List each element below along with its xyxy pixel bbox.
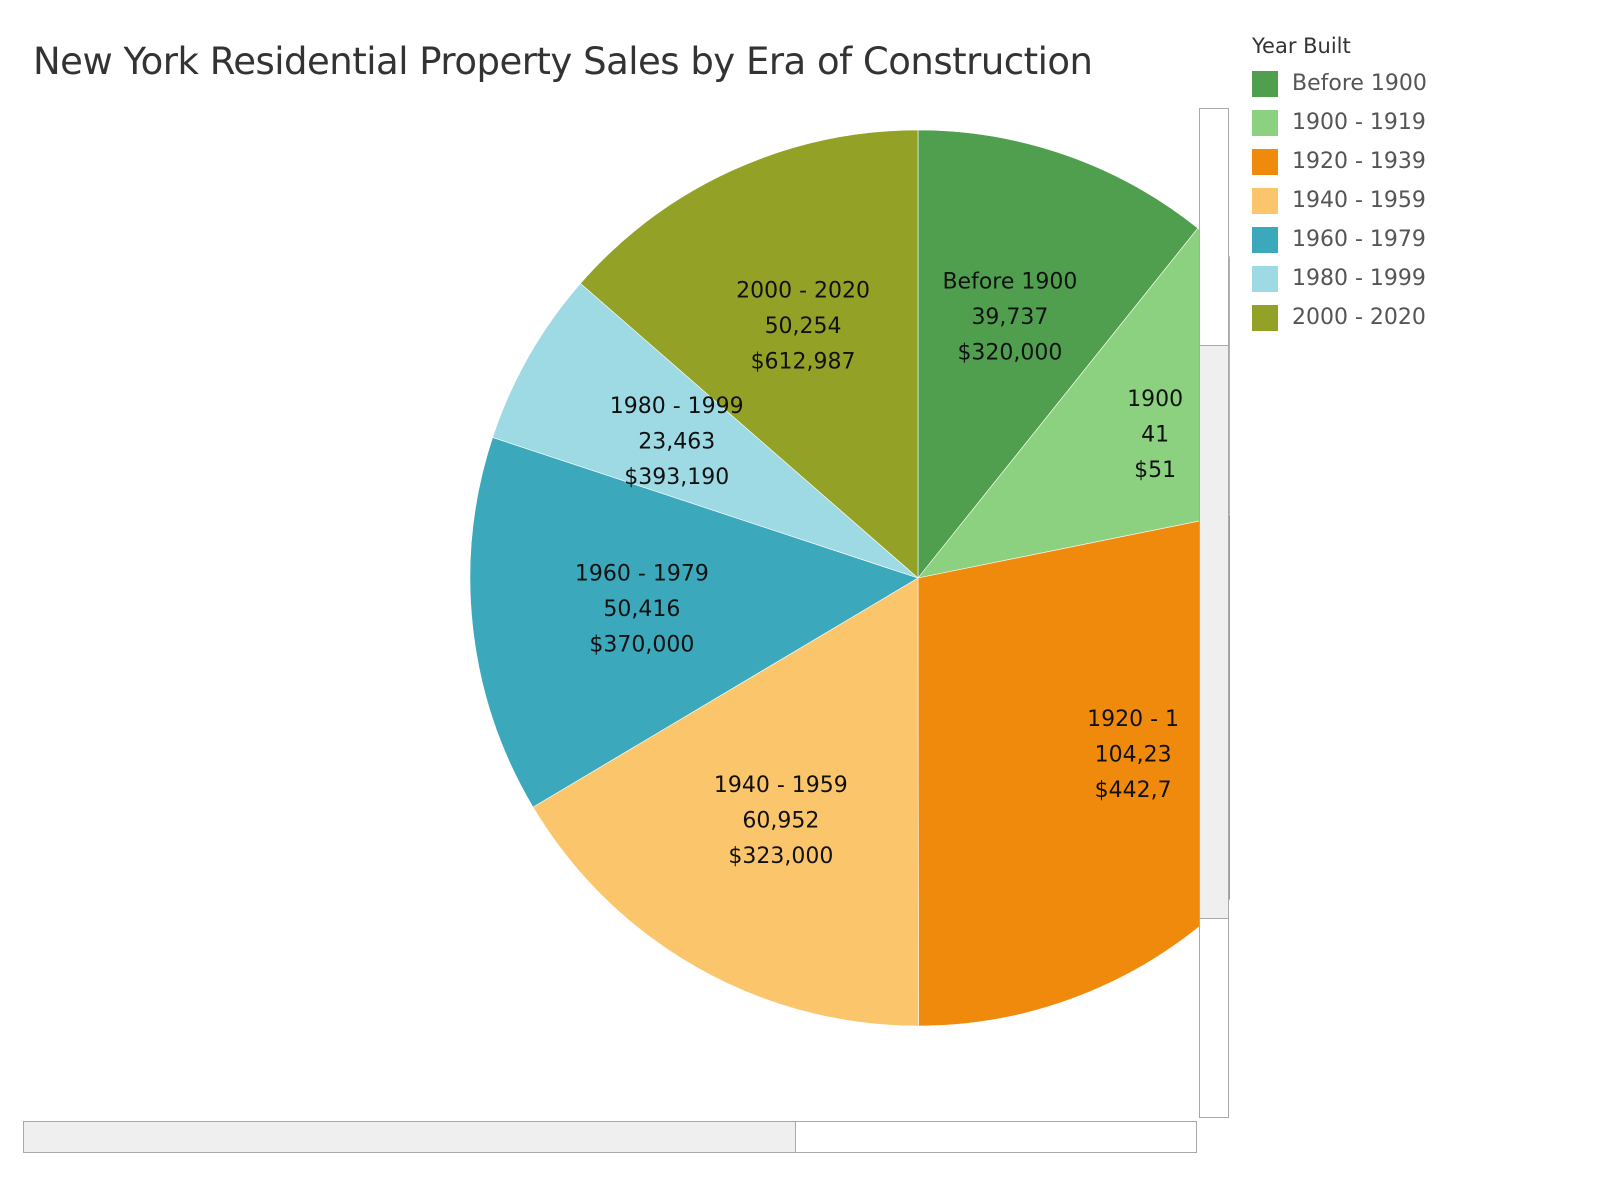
slice-label-count: 60,952 [742, 809, 819, 834]
slice-label-1980-1999: 1980 - 1999 23,463 $393,190 [610, 394, 744, 490]
legend-label: 1920 - 1939 [1292, 149, 1426, 174]
legend-item-2000-2020[interactable]: 2000 - 2020 [1252, 298, 1427, 337]
horizontal-scrollbar[interactable] [23, 1121, 1197, 1153]
slice-label-1940-1959: 1940 - 1959 60,952 $323,000 [714, 773, 848, 869]
legend-item-1920-1939[interactable]: 1920 - 1939 [1252, 142, 1427, 181]
slice-label-name: 1980 - 1999 [610, 394, 744, 419]
pie-slice-before-1900[interactable] [917, 129, 1199, 579]
vertical-scrollbar[interactable] [1199, 108, 1229, 1118]
legend-swatch [1252, 265, 1278, 292]
slice-label-name: 1940 - 1959 [714, 773, 848, 798]
legend-item-before-1900[interactable]: Before 1900 [1252, 64, 1427, 103]
legend-swatch [1252, 109, 1278, 136]
slice-label-1900-1919: 1900 41 $51 [1127, 387, 1183, 483]
legend-items: Before 1900 1900 - 1919 1920 - 1939 1940 - … [1252, 64, 1427, 337]
legend-label: 1960 - 1979 [1292, 227, 1426, 252]
pie-chart: Before 1900 39,737 $320,000 1900 41 $51 1920 -… [469, 129, 1230, 1027]
slice-label-price: $323,000 [728, 844, 833, 869]
slice-label-count: 39,737 [971, 305, 1048, 330]
slice-label-name: 1960 - 1979 [575, 562, 709, 587]
legend-title: Year Built [1252, 34, 1351, 58]
legend-item-1980-1999[interactable]: 1980 - 1999 [1252, 259, 1427, 298]
legend: Year Built Before 1900 1900 - 1919 1920 - … [1252, 34, 1427, 337]
slice-label-price: $393,190 [624, 465, 729, 490]
pie-slice-1960-1979[interactable] [469, 437, 919, 808]
slice-label-count: 23,463 [638, 429, 715, 454]
legend-label: 1900 - 1919 [1292, 110, 1426, 135]
slice-label-price: $370,000 [589, 633, 694, 658]
slice-label-price: $442,7 [1095, 778, 1172, 803]
legend-item-1960-1979[interactable]: 1960 - 1979 [1252, 220, 1427, 259]
legend-item-1900-1919[interactable]: 1900 - 1919 [1252, 103, 1427, 142]
slice-label-price: $612,987 [751, 350, 856, 375]
slice-label-price: $320,000 [957, 340, 1062, 365]
legend-swatch [1252, 304, 1278, 331]
slice-label-count: 41 [1141, 422, 1169, 447]
slice-label-name: Before 1900 [942, 269, 1077, 294]
horizontal-scrollbar-thumb[interactable] [23, 1121, 796, 1153]
slice-label-count: 50,416 [603, 597, 680, 622]
slice-label-1960-1979: 1960 - 1979 50,416 $370,000 [575, 562, 709, 658]
slice-label-count: 50,254 [765, 314, 842, 339]
slice-label-name: 1920 - 1 [1087, 707, 1179, 732]
legend-swatch [1252, 226, 1278, 253]
slice-label-price: $51 [1134, 458, 1176, 483]
legend-label: Before 1900 [1292, 71, 1427, 96]
pie-slice-1920-1939[interactable] [917, 489, 1230, 1027]
legend-swatch [1252, 187, 1278, 214]
legend-swatch [1252, 148, 1278, 175]
slice-label-count: 104,23 [1095, 743, 1172, 768]
slice-label-before-1900: Before 1900 39,737 $320,000 [942, 269, 1077, 365]
legend-label: 1980 - 1999 [1292, 266, 1426, 291]
slice-label-name: 1900 [1127, 387, 1183, 412]
pie-slice-1980-1999[interactable] [492, 283, 919, 579]
legend-label: 2000 - 2020 [1292, 305, 1426, 330]
legend-swatch [1252, 70, 1278, 97]
pie-slice-2000-2020[interactable] [580, 129, 919, 579]
slice-label-2000-2020: 2000 - 2020 50,254 $612,987 [736, 279, 870, 375]
legend-item-1940-1959[interactable]: 1940 - 1959 [1252, 181, 1427, 220]
pie-chart-area: Before 1900 39,737 $320,000 1900 41 $51 1920 -… [0, 100, 1230, 1180]
slice-label-name: 2000 - 2020 [736, 279, 870, 304]
chart-title: New York Residential Property Sales by E… [33, 40, 1093, 83]
legend-label: 1940 - 1959 [1292, 188, 1426, 213]
vertical-scrollbar-thumb[interactable] [1199, 345, 1229, 919]
slice-label-1920-1939: 1920 - 1 104,23 $442,7 [1087, 707, 1179, 803]
pie-slice-1940-1959[interactable] [532, 577, 919, 1027]
